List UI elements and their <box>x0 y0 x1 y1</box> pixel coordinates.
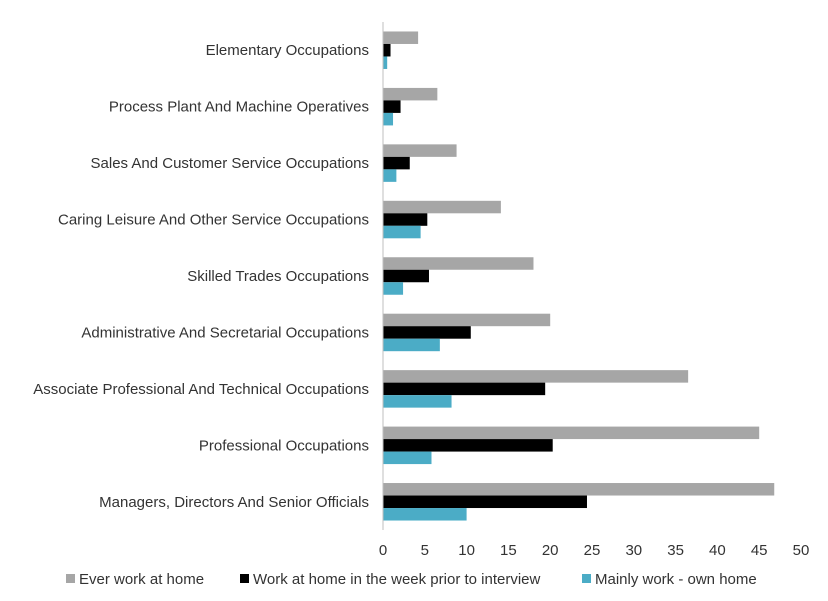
legend-label: Mainly work - own home <box>595 571 757 588</box>
category-label: Associate Professional And Technical Occ… <box>33 381 369 398</box>
bar-2-2 <box>383 100 401 113</box>
x-tick-label: 50 <box>793 542 810 559</box>
x-tick-label: 35 <box>667 542 684 559</box>
bar-3-8 <box>383 451 432 465</box>
bar-1-1 <box>383 31 419 44</box>
bar-3-7 <box>383 395 452 408</box>
bar-3-5 <box>383 282 404 295</box>
bar-2-9 <box>383 495 587 509</box>
x-tick-label: 0 <box>379 542 387 559</box>
bar-3-1 <box>383 56 388 69</box>
category-label: Elementary Occupations <box>206 42 369 59</box>
bar-2-1 <box>383 43 391 57</box>
bar-1-9 <box>383 483 775 496</box>
bar-3-9 <box>383 508 467 521</box>
bar-1-7 <box>383 370 689 383</box>
bar-2-7 <box>383 382 546 396</box>
category-label: Professional Occupations <box>199 437 369 454</box>
bar-3-6 <box>383 338 440 352</box>
legend: Ever work at home Work at home in the wee… <box>66 571 757 588</box>
x-tick-label: 25 <box>584 542 601 559</box>
x-tick-label: 15 <box>500 542 517 559</box>
category-label: Managers, Directors And Senior Officials <box>99 494 369 511</box>
bar-1-2 <box>383 87 438 101</box>
bar-2-6 <box>383 326 471 339</box>
x-tick-label: 45 <box>751 542 768 559</box>
bar-3-3 <box>383 169 397 182</box>
bar-1-4 <box>383 200 501 214</box>
bar-2-5 <box>383 269 429 283</box>
category-label: Skilled Trades Occupations <box>187 268 369 285</box>
category-label: Process Plant And Machine Operatives <box>109 99 369 116</box>
x-tick-label: 30 <box>625 542 642 559</box>
category-label: Sales And Customer Service Occupations <box>91 155 369 172</box>
x-tick-labels: 0 5 10 15 20 25 30 35 40 45 50 <box>379 542 810 559</box>
bar-2-3 <box>383 156 410 170</box>
bar-1-3 <box>383 144 457 157</box>
category-labels: Elementary Occupations Process Plant And … <box>33 42 369 511</box>
x-tick-label: 40 <box>709 542 726 559</box>
bar-2-8 <box>383 439 553 452</box>
bar-1-8 <box>383 426 760 440</box>
legend-label: Ever work at home <box>79 571 204 588</box>
bar-1-6 <box>383 313 551 327</box>
legend-label: Work at home in the week prior to interv… <box>253 571 541 588</box>
category-label: Caring Leisure And Other Service Occupat… <box>58 212 369 229</box>
legend-swatch <box>66 574 75 583</box>
x-tick-label: 10 <box>458 542 475 559</box>
bar-2-4 <box>383 213 428 226</box>
bar-3-2 <box>383 112 394 126</box>
bar-1-5 <box>383 257 534 270</box>
bars-layer <box>383 31 775 521</box>
bar-3-4 <box>383 225 421 239</box>
x-tick-label: 5 <box>421 542 429 559</box>
legend-swatch <box>582 574 591 583</box>
legend-swatch <box>240 574 249 583</box>
category-label: Administrative And Secretarial Occupatio… <box>81 324 369 341</box>
x-tick-label: 20 <box>542 542 559 559</box>
